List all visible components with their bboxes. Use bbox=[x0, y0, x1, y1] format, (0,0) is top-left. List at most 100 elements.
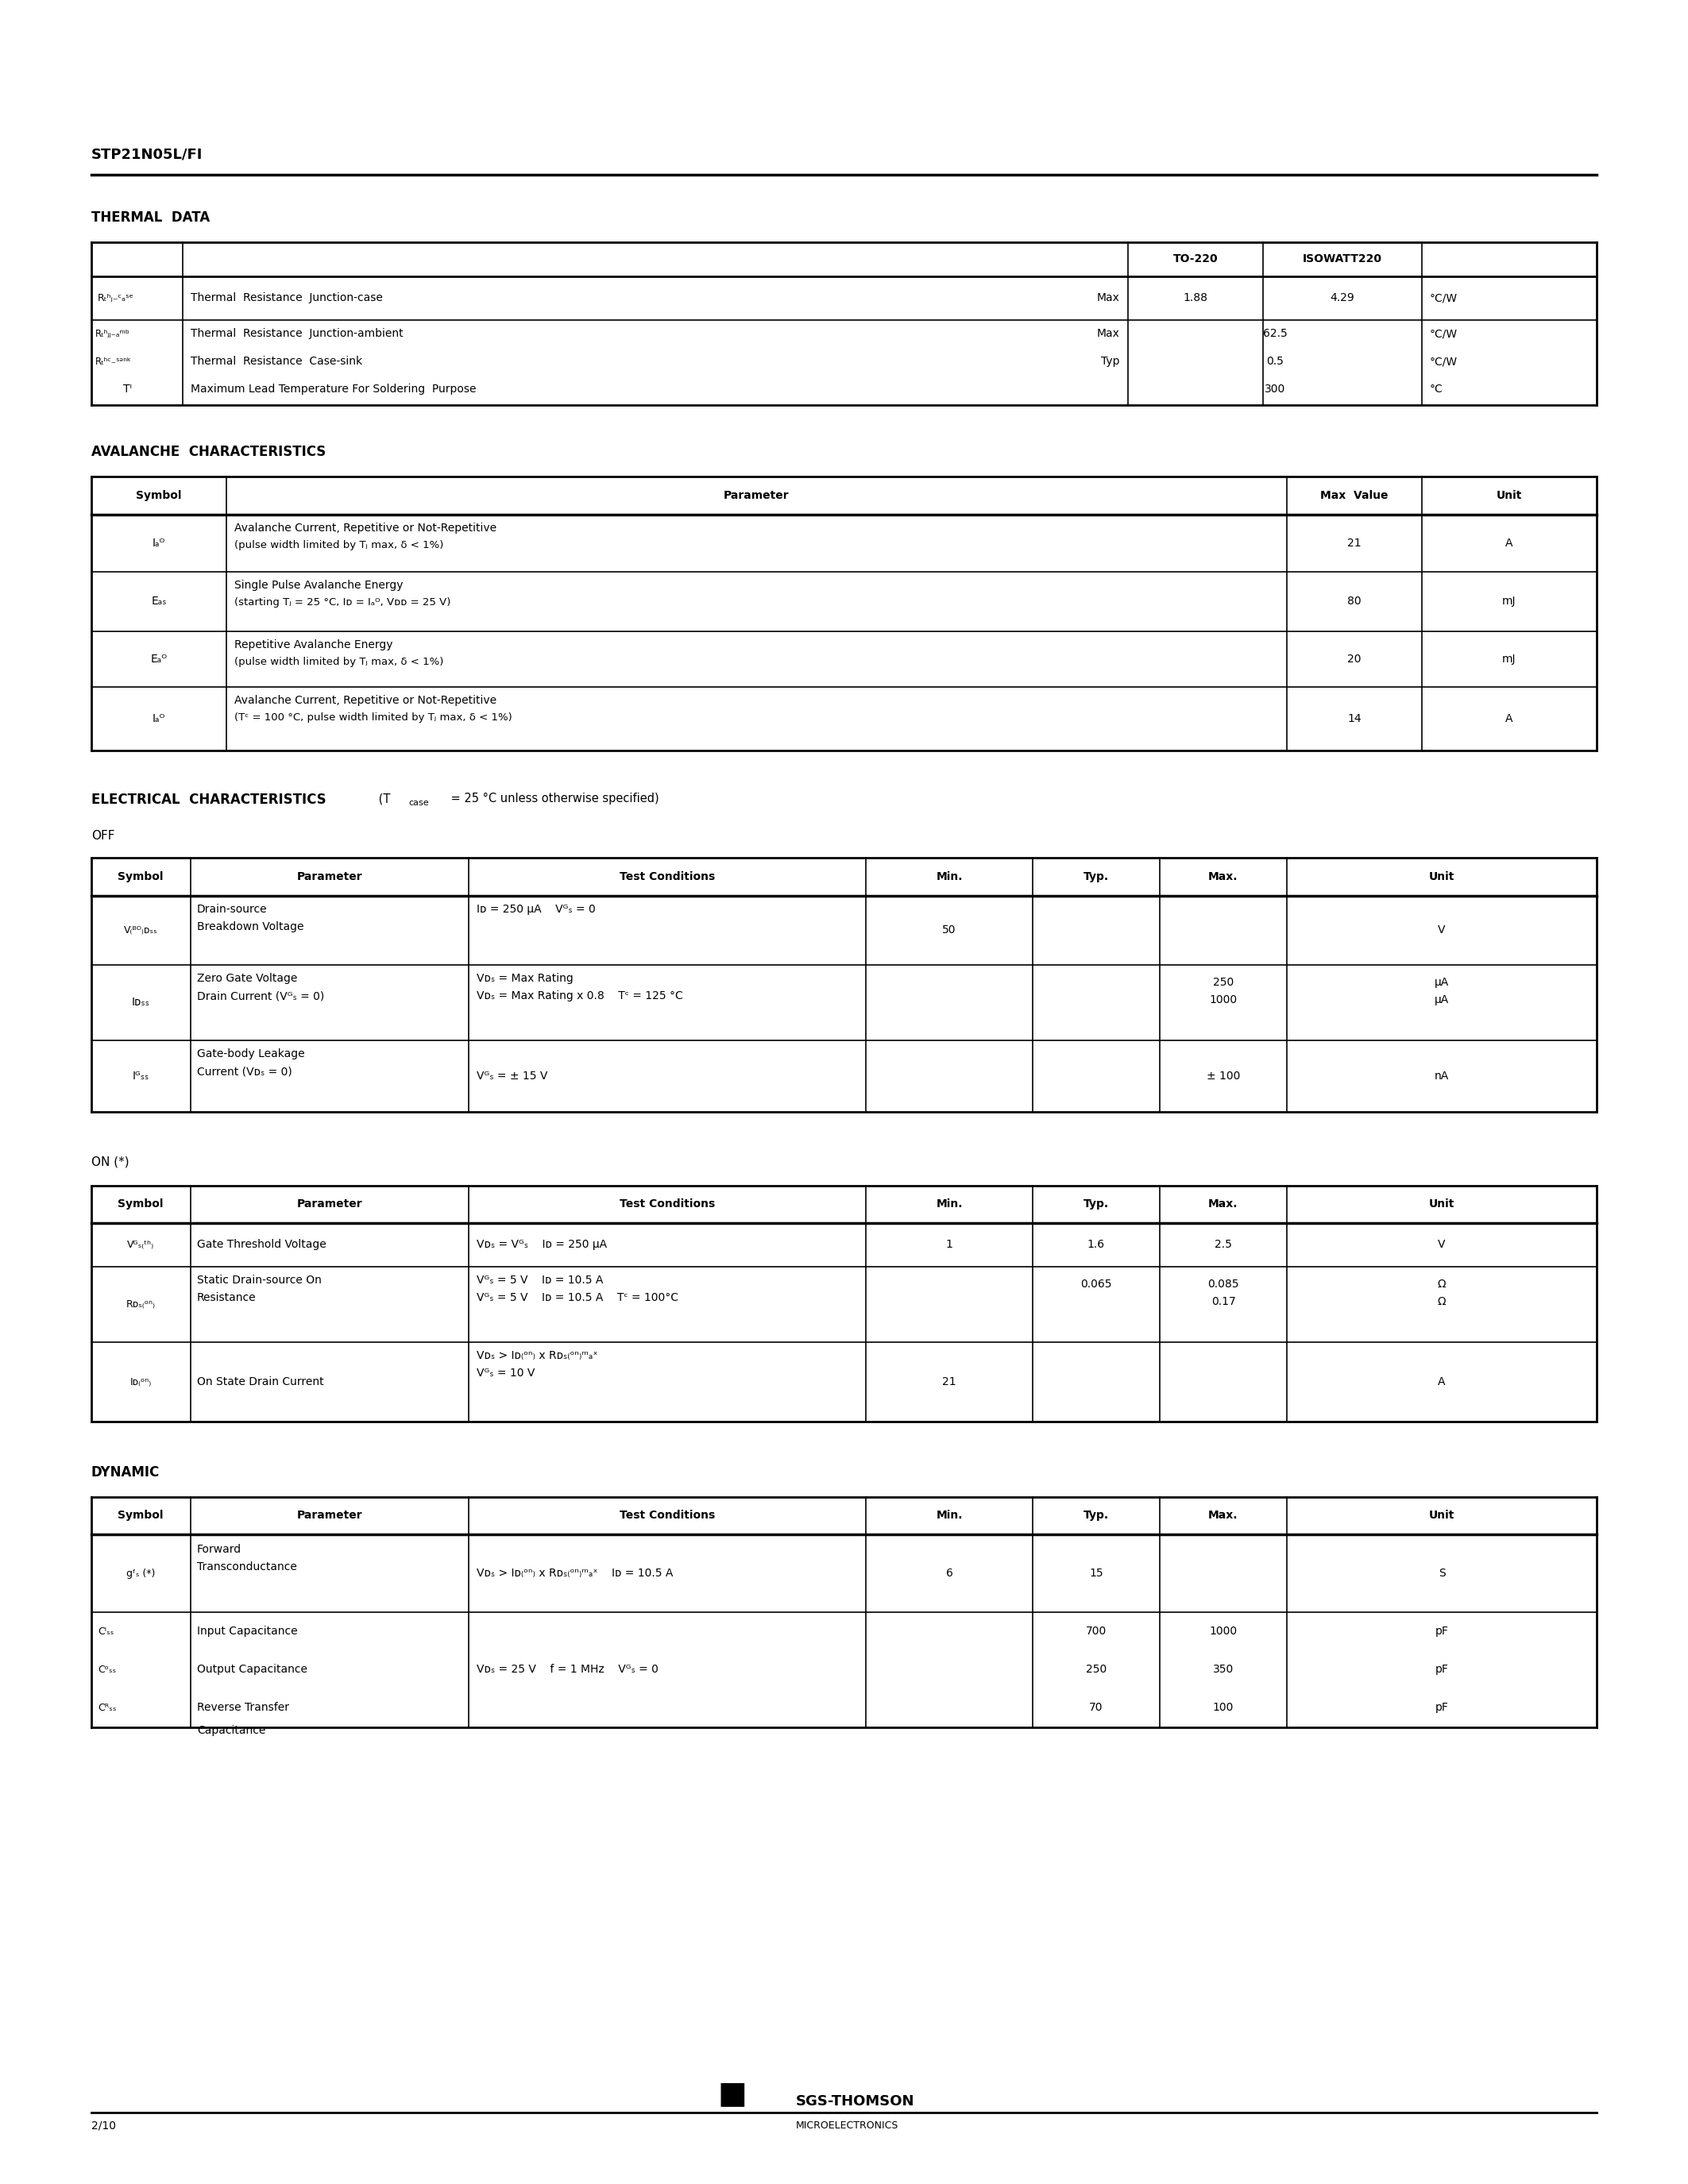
Text: = 25 °C unless otherwise specified): = 25 °C unless otherwise specified) bbox=[447, 793, 658, 804]
Text: mJ: mJ bbox=[1502, 653, 1516, 664]
Text: nA: nA bbox=[1435, 1070, 1448, 1081]
Text: 0.085: 0.085 bbox=[1207, 1278, 1239, 1291]
Text: case: case bbox=[408, 799, 429, 806]
Text: Rₜʰⱼⱼ₋ₐᵐᵇ: Rₜʰⱼⱼ₋ₐᵐᵇ bbox=[95, 328, 130, 339]
Text: 6: 6 bbox=[945, 1568, 952, 1579]
Text: SGS-THOMSON: SGS-THOMSON bbox=[797, 2094, 915, 2108]
Text: Iᴅ = 250 μA    Vᴳₛ = 0: Iᴅ = 250 μA Vᴳₛ = 0 bbox=[476, 904, 596, 915]
Text: Eₐₛ: Eₐₛ bbox=[152, 596, 167, 607]
Text: Iᴳₛₛ: Iᴳₛₛ bbox=[132, 1070, 149, 1081]
Text: AVALANCHE  CHARACTERISTICS: AVALANCHE CHARACTERISTICS bbox=[91, 446, 326, 459]
Text: 300: 300 bbox=[1264, 384, 1285, 395]
Text: Avalanche Current, Repetitive or Not-Repetitive: Avalanche Current, Repetitive or Not-Rep… bbox=[235, 522, 496, 533]
Text: V₍ᴮᴼ₎ᴅₛₛ: V₍ᴮᴼ₎ᴅₛₛ bbox=[123, 924, 157, 935]
Text: 70: 70 bbox=[1089, 1701, 1104, 1712]
Text: V: V bbox=[1438, 1238, 1445, 1249]
Text: Iₐᴼ: Iₐᴼ bbox=[152, 537, 165, 548]
Text: Typ: Typ bbox=[1101, 356, 1121, 367]
Text: Max: Max bbox=[1097, 293, 1121, 304]
Text: A: A bbox=[1438, 1376, 1445, 1387]
Text: Min.: Min. bbox=[935, 871, 962, 882]
Text: Parameter: Parameter bbox=[724, 489, 788, 500]
Text: Capacitance: Capacitance bbox=[197, 1725, 265, 1736]
Text: 2.5: 2.5 bbox=[1215, 1238, 1232, 1249]
Text: TO-220: TO-220 bbox=[1173, 253, 1219, 264]
Text: Unit: Unit bbox=[1428, 871, 1455, 882]
Text: Vᴳₛ₍ᵗʰ₎: Vᴳₛ₍ᵗʰ₎ bbox=[127, 1238, 154, 1249]
Text: Repetitive Avalanche Energy: Repetitive Avalanche Energy bbox=[235, 640, 393, 651]
Text: A: A bbox=[1506, 537, 1512, 548]
Text: Iᴅₛₛ: Iᴅₛₛ bbox=[132, 996, 150, 1007]
Text: Breakdown Voltage: Breakdown Voltage bbox=[197, 922, 304, 933]
Text: DYNAMIC: DYNAMIC bbox=[91, 1465, 160, 1479]
Text: pF: pF bbox=[1435, 1664, 1448, 1675]
Text: Vᴳₛ = 5 V    Iᴅ = 10.5 A: Vᴳₛ = 5 V Iᴅ = 10.5 A bbox=[476, 1275, 603, 1286]
Text: pF: pF bbox=[1435, 1625, 1448, 1636]
Text: (T: (T bbox=[375, 793, 390, 804]
Text: Input Capacitance: Input Capacitance bbox=[197, 1625, 297, 1636]
Text: Max.: Max. bbox=[1209, 871, 1239, 882]
Text: Test Conditions: Test Conditions bbox=[619, 1199, 716, 1210]
Text: 21: 21 bbox=[1347, 537, 1361, 548]
Text: Transconductance: Transconductance bbox=[197, 1562, 297, 1572]
Text: Cᴿₛₛ: Cᴿₛₛ bbox=[98, 1701, 116, 1712]
Text: Typ.: Typ. bbox=[1084, 1509, 1109, 1520]
Text: 250: 250 bbox=[1214, 976, 1234, 987]
Text: Avalanche Current, Repetitive or Not-Repetitive: Avalanche Current, Repetitive or Not-Rep… bbox=[235, 695, 496, 705]
Text: Vᴳₛ = 5 V    Iᴅ = 10.5 A    Tᶜ = 100°C: Vᴳₛ = 5 V Iᴅ = 10.5 A Tᶜ = 100°C bbox=[476, 1293, 679, 1304]
Text: 0.5: 0.5 bbox=[1266, 356, 1283, 367]
Text: 1000: 1000 bbox=[1209, 1625, 1237, 1636]
Text: Vᴅₛ = Vᴳₛ    Iᴅ = 250 μA: Vᴅₛ = Vᴳₛ Iᴅ = 250 μA bbox=[476, 1238, 608, 1249]
Text: Min.: Min. bbox=[935, 1509, 962, 1520]
Text: MICROELECTRONICS: MICROELECTRONICS bbox=[797, 2121, 898, 2132]
Text: °C/W: °C/W bbox=[1430, 356, 1458, 367]
Text: Max: Max bbox=[1097, 328, 1121, 339]
Text: Rᴅₛ₍ᵒⁿ₎: Rᴅₛ₍ᵒⁿ₎ bbox=[127, 1299, 155, 1308]
Text: gᶠₛ (*): gᶠₛ (*) bbox=[127, 1568, 155, 1579]
Text: STP21N05L/FI: STP21N05L/FI bbox=[91, 146, 203, 162]
Text: 1.6: 1.6 bbox=[1087, 1238, 1106, 1249]
Text: Max.: Max. bbox=[1209, 1199, 1239, 1210]
Text: S: S bbox=[1438, 1568, 1445, 1579]
Text: Unit: Unit bbox=[1428, 1199, 1455, 1210]
Text: °C: °C bbox=[1430, 384, 1443, 395]
Text: ON (*): ON (*) bbox=[91, 1155, 130, 1168]
Text: Output Capacitance: Output Capacitance bbox=[197, 1664, 307, 1675]
Text: 250: 250 bbox=[1085, 1664, 1107, 1675]
Text: (starting Tⱼ = 25 °C, Iᴅ = Iₐᴼ, Vᴅᴅ = 25 V): (starting Tⱼ = 25 °C, Iᴅ = Iₐᴼ, Vᴅᴅ = 25… bbox=[235, 596, 451, 607]
Text: Symbol: Symbol bbox=[118, 871, 164, 882]
Text: Test Conditions: Test Conditions bbox=[619, 871, 716, 882]
Text: Resistance: Resistance bbox=[197, 1293, 257, 1304]
Text: 100: 100 bbox=[1212, 1701, 1234, 1712]
Text: Min.: Min. bbox=[935, 1199, 962, 1210]
Text: 20: 20 bbox=[1347, 653, 1361, 664]
Text: 50: 50 bbox=[942, 924, 955, 935]
Text: 700: 700 bbox=[1085, 1625, 1107, 1636]
Text: 2/10: 2/10 bbox=[91, 2121, 116, 2132]
Text: V: V bbox=[1438, 924, 1445, 935]
Text: Vᴅₛ = Max Rating: Vᴅₛ = Max Rating bbox=[476, 972, 574, 985]
Text: Parameter: Parameter bbox=[297, 1199, 363, 1210]
Text: Cᵒₛₛ: Cᵒₛₛ bbox=[98, 1664, 116, 1675]
Text: Max.: Max. bbox=[1209, 1509, 1239, 1520]
Text: 0.065: 0.065 bbox=[1080, 1278, 1112, 1291]
Text: Unit: Unit bbox=[1497, 489, 1523, 500]
Text: 21: 21 bbox=[942, 1376, 955, 1387]
Text: 15: 15 bbox=[1089, 1568, 1104, 1579]
Text: Drain Current (Vᴳₛ = 0): Drain Current (Vᴳₛ = 0) bbox=[197, 989, 324, 1002]
Text: Vᴳₛ = 10 V: Vᴳₛ = 10 V bbox=[476, 1367, 535, 1378]
Text: Zero Gate Voltage: Zero Gate Voltage bbox=[197, 972, 297, 985]
Text: On State Drain Current: On State Drain Current bbox=[197, 1376, 324, 1387]
Text: A: A bbox=[1506, 714, 1512, 725]
Text: Parameter: Parameter bbox=[297, 1509, 363, 1520]
Text: Symbol: Symbol bbox=[118, 1199, 164, 1210]
Text: Rₜʰᶜ₋ˢᵊⁿᵏ: Rₜʰᶜ₋ˢᵊⁿᵏ bbox=[95, 356, 132, 367]
Text: 1: 1 bbox=[945, 1238, 952, 1249]
Text: Drain-source: Drain-source bbox=[197, 904, 267, 915]
Text: Rₜʰⱼ₋ᶜₐˢᵉ: Rₜʰⱼ₋ᶜₐˢᵉ bbox=[98, 293, 133, 304]
Text: mJ: mJ bbox=[1502, 596, 1516, 607]
Text: Iᴅ₍ᵒⁿ₎: Iᴅ₍ᵒⁿ₎ bbox=[130, 1376, 152, 1387]
Text: Symbol: Symbol bbox=[137, 489, 182, 500]
Text: Vᴳₛ = ± 15 V: Vᴳₛ = ± 15 V bbox=[476, 1070, 547, 1081]
Text: Max  Value: Max Value bbox=[1320, 489, 1388, 500]
